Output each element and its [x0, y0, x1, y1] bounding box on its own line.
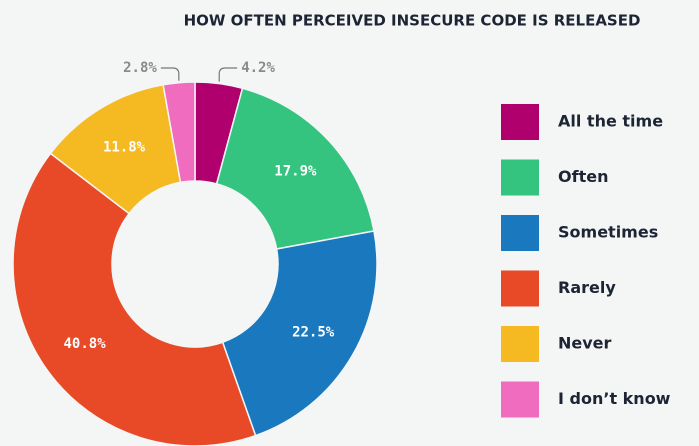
legend-label: Rarely	[558, 278, 616, 297]
leader-line	[160, 67, 180, 81]
legend-label: All the time	[558, 112, 663, 131]
legend-swatch	[501, 215, 539, 251]
legend-swatch	[501, 326, 539, 362]
legend-label: Sometimes	[558, 223, 658, 242]
legend-swatch	[501, 270, 539, 307]
legend-label: Often	[558, 167, 608, 186]
slice	[221, 230, 378, 437]
value-label: 2.8%	[123, 60, 157, 76]
value-label: 11.8%	[103, 139, 146, 155]
chart-title: HOW OFTEN PERCEIVED INSECURE CODE IS REL…	[184, 12, 641, 30]
legend-swatch	[501, 381, 539, 418]
legend-swatch	[501, 159, 539, 196]
value-label: 40.8%	[63, 336, 106, 352]
legend-swatch	[501, 104, 539, 140]
legend-label: Never	[558, 334, 612, 353]
slice	[12, 152, 257, 446]
value-label: 22.5%	[292, 324, 335, 340]
leader-line	[218, 67, 238, 82]
value-label: 17.9%	[274, 164, 317, 180]
slice	[162, 81, 196, 184]
value-label: 4.2%	[241, 60, 275, 76]
legend-label: I don’t know	[558, 389, 671, 408]
slice	[215, 87, 375, 250]
